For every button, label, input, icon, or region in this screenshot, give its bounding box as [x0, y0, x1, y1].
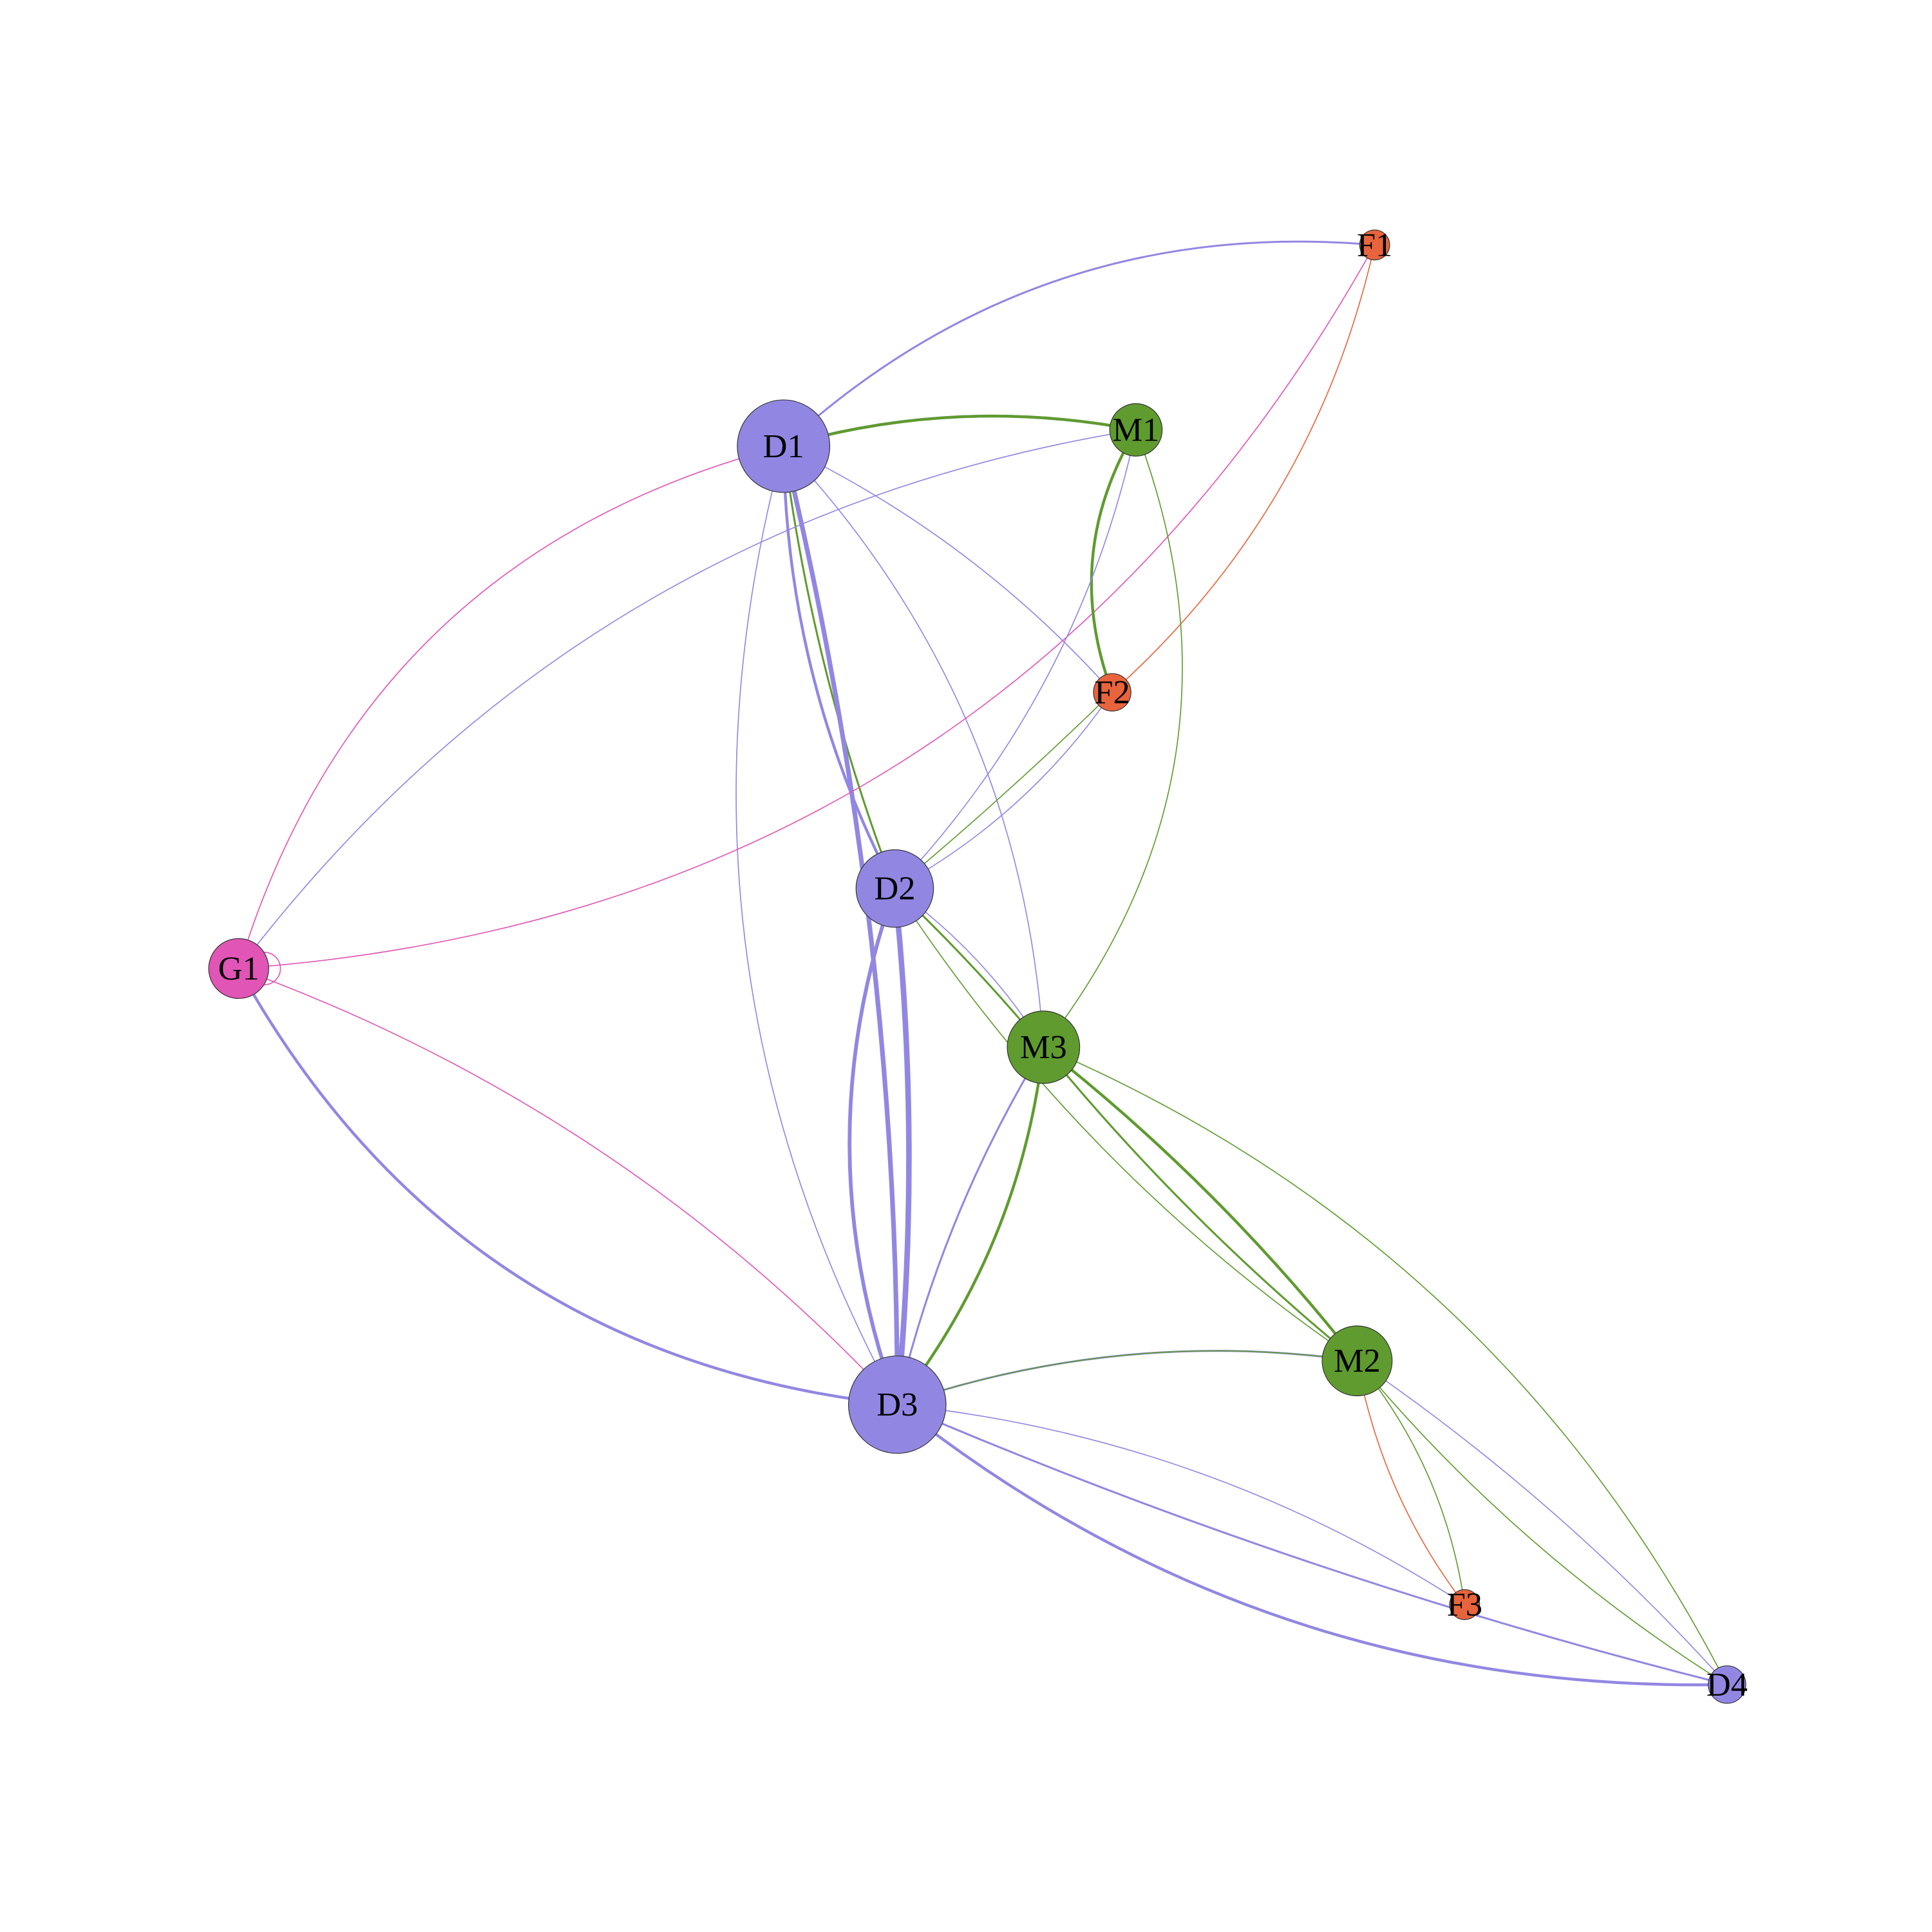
node-circle-m3	[1007, 1010, 1081, 1084]
edge-m2-d4	[1356, 1360, 1728, 1685]
edge-d3-d4	[896, 1403, 1728, 1687]
edge-d3-f3	[896, 1404, 1466, 1605]
edge-d1-f2	[782, 445, 1113, 693]
edge-m1-d1	[782, 414, 1138, 448]
node-m3: M3	[1007, 1010, 1081, 1084]
node-circle-d2	[855, 849, 934, 928]
edge-m2-f3	[1356, 1360, 1466, 1605]
node-circle-g1	[208, 938, 269, 999]
node-d1: D1	[737, 399, 831, 493]
edge-d2-m2	[894, 887, 1358, 1362]
edge-g1-f1	[238, 244, 1376, 969]
edge-g1-d3	[238, 968, 898, 1405]
edge-m1-f2	[1090, 428, 1138, 694]
edges-layer	[237, 240, 1728, 1687]
node-label-f1: F1	[1357, 226, 1392, 263]
node-label-g1: G1	[218, 950, 260, 987]
node-label-f2: F2	[1094, 674, 1130, 711]
edge-g1-m1	[238, 429, 1137, 969]
node-label-d3: D3	[876, 1386, 918, 1423]
node-m1: M1	[1109, 403, 1163, 457]
edge-m1-m3	[1043, 429, 1183, 1048]
node-circle-f2	[1093, 673, 1132, 712]
edge-m3-d3	[896, 1045, 1045, 1406]
node-circle-m2	[1321, 1325, 1393, 1397]
edge-d4-d3	[896, 1403, 1728, 1686]
edge-d1-d2	[782, 444, 896, 890]
edge-m3-d4	[1043, 1046, 1728, 1685]
edge-f1-f2	[1112, 244, 1376, 693]
node-circle-d3	[848, 1355, 947, 1454]
edge-d1-f1	[782, 240, 1376, 448]
node-f2: F2	[1093, 673, 1132, 712]
edge-g1-d3	[237, 967, 899, 1406]
node-d4: D4	[1707, 1665, 1748, 1704]
edge-m1-d2	[894, 429, 1137, 889]
edge-d3-m2	[896, 1350, 1358, 1406]
node-label-m1: M1	[1113, 412, 1160, 449]
node-label-m3: M3	[1020, 1028, 1067, 1066]
edge-d2-f2	[894, 692, 1113, 889]
node-label-d4: D4	[1707, 1666, 1748, 1703]
edge-d1-g1	[238, 445, 784, 969]
nodes-layer: D1 D2 D3 D4 M1 M2 M3 F1 F2 F3 G1	[208, 226, 1748, 1704]
node-label-m2: M2	[1334, 1342, 1381, 1379]
node-m2: M2	[1321, 1325, 1393, 1397]
edge-m3-m2	[1042, 1046, 1358, 1362]
node-circle-d4	[1708, 1665, 1747, 1704]
edge-m2-d4	[1356, 1360, 1728, 1685]
edge-d3-d2	[892, 886, 912, 1408]
node-g1: G1	[208, 938, 269, 999]
edge-d1-d3	[781, 444, 900, 1407]
edge-d3-m3	[896, 1046, 1045, 1406]
node-circle-m1	[1109, 403, 1163, 457]
node-d2: D2	[855, 849, 934, 928]
node-circle-d1	[737, 399, 831, 493]
edge-m2-f3	[1356, 1360, 1466, 1605]
edge-g1-g1	[254, 951, 281, 985]
node-f1: F1	[1357, 226, 1392, 263]
node-d3: D3	[848, 1355, 947, 1454]
node-label-d2: D2	[874, 870, 915, 907]
edge-d2-d3	[848, 886, 900, 1407]
node-label-d1: D1	[763, 428, 804, 465]
edge-f2-d2	[894, 692, 1113, 889]
edge-m3-m2	[1042, 1045, 1359, 1363]
edge-d1-d2	[782, 445, 896, 890]
node-circle-f3	[1449, 1589, 1481, 1620]
node-circle-f1	[1359, 229, 1390, 261]
edge-d1-m3	[782, 445, 1045, 1048]
edge-m2-d3	[896, 1350, 1358, 1405]
node-label-f3: F3	[1447, 1586, 1482, 1624]
node-f3: F3	[1447, 1586, 1482, 1624]
edge-d1-d3	[735, 445, 898, 1405]
